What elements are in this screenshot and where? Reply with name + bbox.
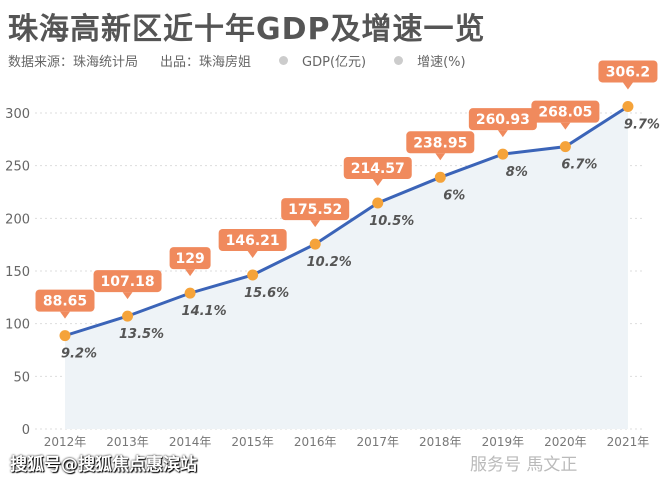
watermark-service: 服务号 馬文正 xyxy=(470,455,578,475)
data-label-box xyxy=(218,228,287,251)
data-point xyxy=(497,148,509,160)
data-label-pointer xyxy=(622,82,633,90)
data-point xyxy=(122,310,134,322)
data-label-box xyxy=(598,60,658,83)
x-tick-label: 2016年 xyxy=(294,435,337,449)
x-tick-label: 2015年 xyxy=(231,435,274,449)
y-tick-label: 50 xyxy=(13,370,30,385)
data-label-pointer xyxy=(372,178,383,186)
growth-rate-label: 10.5% xyxy=(369,214,414,229)
data-label-box xyxy=(343,156,412,179)
data-label-box xyxy=(169,247,211,270)
watermark: 搜狐号@搜狐焦点惠滨站 xyxy=(10,455,197,475)
x-tick-label: 2021年 xyxy=(607,435,650,449)
x-tick-label: 2013年 xyxy=(106,435,149,449)
growth-rate-label: 13.5% xyxy=(119,327,164,342)
producer-text: 出品：珠海房姐 xyxy=(160,55,252,70)
legend-gdp: GDP(亿元) xyxy=(302,55,367,70)
data-label-pointer xyxy=(247,250,258,258)
gdp-value-label: 214.57 xyxy=(351,161,405,177)
gdp-value-label: 129 xyxy=(175,251,204,267)
data-label-pointer xyxy=(60,311,70,319)
y-tick-label: 200 xyxy=(5,212,30,227)
x-tick-label: 2019年 xyxy=(482,435,525,449)
y-tick-label: 150 xyxy=(5,265,30,280)
y-tick-label: 300 xyxy=(5,107,30,122)
gdp-value-label: 260.93 xyxy=(476,112,530,128)
data-label-pointer xyxy=(497,130,508,138)
data-label-box xyxy=(406,131,475,154)
growth-rate-label: 6% xyxy=(443,188,465,203)
source-text: 数据来源：珠海统计局 xyxy=(8,55,139,70)
data-label-box xyxy=(531,100,600,123)
growth-rate-label: 9.7% xyxy=(624,117,660,132)
growth-rate-label: 14.1% xyxy=(182,304,227,319)
data-point xyxy=(559,141,571,153)
y-tick-label: 250 xyxy=(5,160,30,175)
growth-rate-label: 6.7% xyxy=(561,158,597,173)
gdp-line xyxy=(64,105,629,338)
legend-marker-gdp xyxy=(279,56,289,65)
growth-rate-label: 9.2% xyxy=(61,347,97,362)
data-point xyxy=(59,330,71,342)
x-tick-label: 2014年 xyxy=(169,435,212,449)
data-label-pointer xyxy=(310,220,321,228)
data-label-pointer xyxy=(560,122,571,130)
growth-rate-label: 8% xyxy=(506,165,528,180)
legend-marker-growth xyxy=(394,56,404,65)
data-label-pointer xyxy=(435,153,446,161)
growth-rate-label: 10.2% xyxy=(307,255,352,270)
legend-growth: 增速(%) xyxy=(417,55,466,70)
data-point xyxy=(309,238,321,250)
area-fill xyxy=(65,106,628,429)
data-point xyxy=(434,171,446,183)
y-tick-label: 0 xyxy=(22,423,30,438)
data-point xyxy=(184,287,196,299)
x-tick-label: 2018年 xyxy=(419,435,462,449)
data-label-box xyxy=(93,270,162,293)
gdp-value-label: 306.2 xyxy=(606,64,650,80)
gdp-value-label: 146.21 xyxy=(226,233,280,249)
data-label-pointer xyxy=(185,269,196,277)
data-point xyxy=(247,269,259,281)
gdp-value-label: 175.52 xyxy=(288,202,342,218)
y-tick-label: 100 xyxy=(5,318,30,333)
data-label-box xyxy=(468,108,537,131)
x-tick-label: 2012年 xyxy=(44,435,87,449)
gdp-value-label: 268.05 xyxy=(538,105,592,121)
data-point xyxy=(372,197,384,209)
data-label-pointer xyxy=(122,292,133,300)
x-tick-label: 2017年 xyxy=(356,435,399,449)
gdp-value-label: 88.65 xyxy=(43,294,87,310)
gdp-value-label: 107.18 xyxy=(101,274,155,290)
data-point xyxy=(622,100,634,112)
chart-title: 珠海高新区近十年GDP及增速一览 xyxy=(8,12,486,47)
growth-rate-label: 15.6% xyxy=(244,286,289,301)
x-tick-label: 2020年 xyxy=(544,435,587,449)
data-label-box xyxy=(35,289,95,312)
gdp-value-label: 238.95 xyxy=(413,135,467,151)
data-label-box xyxy=(281,198,350,221)
subtitle: 数据来源：珠海统计局 出品：珠海房姐 GDP(亿元) 增速(%) xyxy=(8,51,466,70)
